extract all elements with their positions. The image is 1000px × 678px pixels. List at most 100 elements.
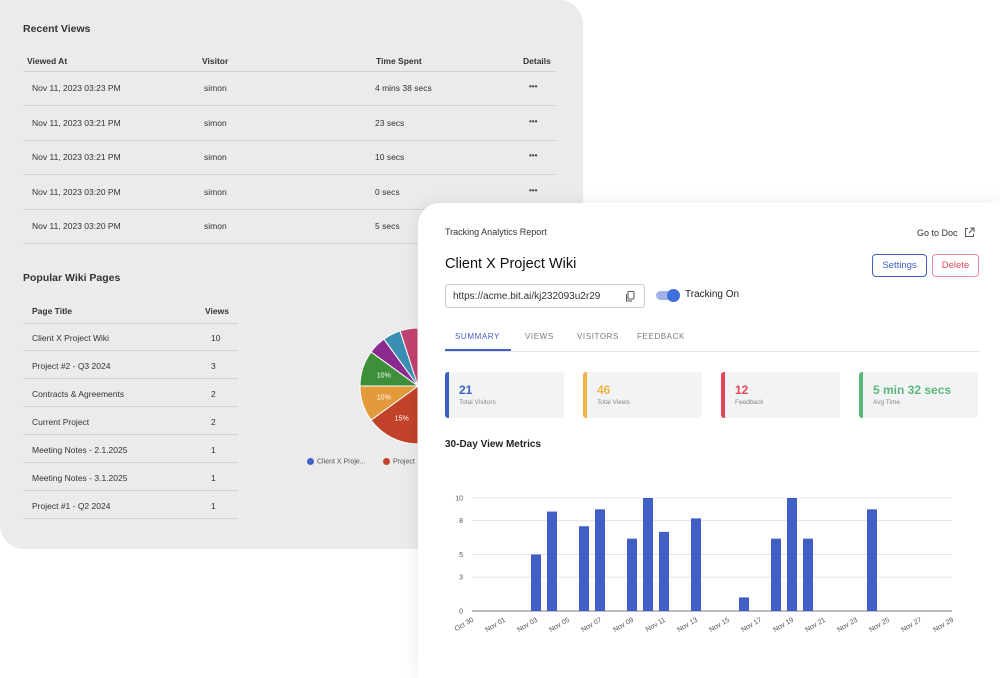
row-divider xyxy=(23,139,556,141)
chart-bar[interactable] xyxy=(771,538,781,611)
chart-bar[interactable] xyxy=(595,509,605,611)
table-row[interactable]: Contracts & Agreements 2 xyxy=(23,379,238,407)
table-row: Nov 11, 2023 03:21 PM simon 23 secs ••• xyxy=(23,106,556,141)
x-tick-label: Nov 17 xyxy=(740,617,763,634)
page-title-cell: Meeting Notes - 2.1.2025 xyxy=(32,445,128,455)
table-row[interactable]: Current Project 2 xyxy=(23,407,238,435)
row-divider xyxy=(23,378,238,379)
column-header-page-title[interactable]: Page Title xyxy=(32,306,72,316)
tab-visitors[interactable]: VISITORS xyxy=(577,332,619,341)
row-divider xyxy=(23,406,238,407)
row-more-options-button[interactable]: ••• xyxy=(529,185,538,195)
table-row[interactable]: Project #1 - Q2 2024 1 xyxy=(23,491,238,519)
row-more-options-button[interactable]: ••• xyxy=(529,116,538,126)
views-cell: 2 xyxy=(211,389,216,399)
x-tick-label: Nov 25 xyxy=(868,617,891,634)
row-more-options-button[interactable]: ••• xyxy=(529,82,538,91)
chart-bar[interactable] xyxy=(627,538,637,611)
stat-avg-time: 5 min 32 secs Avg Time xyxy=(859,372,978,418)
y-tick-label: 0 xyxy=(459,609,463,616)
settings-button[interactable]: Settings xyxy=(872,254,927,277)
column-header-visitor[interactable]: Visitor xyxy=(202,56,229,66)
stat-label: Feedback xyxy=(735,399,764,406)
x-tick-label: Nov 07 xyxy=(580,617,603,634)
stat-value: 46 xyxy=(597,383,611,397)
row-divider xyxy=(23,462,238,463)
tab-summary[interactable]: SUMMARY xyxy=(455,332,500,341)
copy-icon[interactable] xyxy=(625,291,635,302)
pie-slice[interactable] xyxy=(370,385,419,445)
chart-bar[interactable] xyxy=(787,498,797,611)
viewed-at-cell: Nov 11, 2023 03:20 PM xyxy=(32,221,121,232)
tab-views[interactable]: VIEWS xyxy=(525,332,554,341)
chart-bar[interactable] xyxy=(867,509,877,611)
pie-slice[interactable] xyxy=(399,327,419,387)
page-title-cell: Client X Project Wiki xyxy=(32,333,109,343)
active-tab-indicator xyxy=(445,349,511,351)
row-divider xyxy=(23,105,556,106)
legend-item[interactable]: Project xyxy=(383,458,415,465)
row-divider xyxy=(23,174,556,176)
tracking-url-text: https://acme.bit.ai/kj232093u2r29 xyxy=(453,290,601,302)
x-tick-label: Nov 11 xyxy=(645,617,667,634)
stat-label: Total Visitors xyxy=(459,399,496,406)
time-spent-cell: 0 secs xyxy=(375,186,400,197)
tab-feedback[interactable]: FEEDBACK xyxy=(637,332,685,341)
chart-bar[interactable] xyxy=(547,511,557,611)
page-title-cell: Contracts & Agreements xyxy=(32,389,125,399)
row-divider xyxy=(23,243,556,245)
row-more-options-button[interactable]: ••• xyxy=(529,151,538,161)
viewed-at-cell: Nov 11, 2023 03:23 PM xyxy=(32,83,121,93)
legend-item[interactable]: Client X Proje... xyxy=(307,458,366,465)
page-title-cell: Current Project xyxy=(32,417,90,427)
viewed-at-cell: Nov 11, 2023 03:20 PM xyxy=(32,186,121,197)
go-to-doc-label: Go to Doc xyxy=(917,227,958,238)
y-tick-label: 3 xyxy=(459,575,463,582)
viewed-at-cell: Nov 11, 2023 03:21 PM xyxy=(32,152,121,163)
chart-bar[interactable] xyxy=(691,518,701,611)
x-tick-label: Nov 01 xyxy=(484,617,507,634)
external-link-icon xyxy=(964,227,975,237)
chart-bar[interactable] xyxy=(579,526,589,611)
pie-slice-label: 10% xyxy=(377,395,391,402)
table-row[interactable]: Project #2 - Q3 2024 3 xyxy=(23,351,238,379)
views-cell: 3 xyxy=(211,361,216,371)
column-header-time-spent[interactable]: Time Spent xyxy=(376,56,422,66)
legend-label: Client X Proje... xyxy=(317,458,366,466)
chart-bar[interactable] xyxy=(803,538,813,611)
chart-bar[interactable] xyxy=(531,554,541,612)
page-title-cell: Project #2 - Q3 2024 xyxy=(32,361,111,371)
pie-slice-label: 15% xyxy=(395,416,409,423)
table-row[interactable]: Meeting Notes - 3.1.2025 1 xyxy=(23,463,238,491)
delete-button[interactable]: Delete xyxy=(932,254,979,277)
visitor-cell: simon xyxy=(204,221,227,232)
stat-value: 12 xyxy=(735,383,749,397)
table-row[interactable]: Meeting Notes - 2.1.2025 1 xyxy=(23,435,238,463)
views-cell: 1 xyxy=(211,501,216,511)
row-divider xyxy=(23,490,238,491)
chart-bar[interactable] xyxy=(659,531,669,611)
visitor-cell: simon xyxy=(204,83,227,93)
x-tick-label: Nov 15 xyxy=(708,617,731,634)
doc-title: Client X Project Wiki xyxy=(445,256,577,272)
chart-bar[interactable] xyxy=(739,597,749,611)
go-to-doc-link[interactable]: Go to Doc xyxy=(917,227,975,238)
row-divider xyxy=(23,208,556,210)
y-tick-label: 5 xyxy=(459,552,463,559)
x-tick-label: Oct 30 xyxy=(454,617,475,633)
tracking-url-field[interactable]: https://acme.bit.ai/kj232093u2r29 xyxy=(445,284,645,308)
column-header-viewed-at[interactable]: Viewed At xyxy=(27,56,68,66)
table-divider xyxy=(23,71,556,72)
tracking-analytics-report-panel: Tracking Analytics Report Go to Doc Clie… xyxy=(418,203,1000,678)
y-tick-label: 10 xyxy=(455,496,463,503)
chart-bar[interactable] xyxy=(643,498,653,611)
x-tick-label: Nov 03 xyxy=(516,617,539,634)
column-header-details: Details xyxy=(523,56,551,66)
tabs-divider xyxy=(445,351,979,352)
column-header-views[interactable]: Views xyxy=(205,306,229,316)
visitor-cell: simon xyxy=(204,186,227,197)
views-cell: 1 xyxy=(211,445,216,455)
visitor-cell: simon xyxy=(204,152,227,163)
table-row[interactable]: Client X Project Wiki 10 xyxy=(23,323,238,351)
tracking-toggle[interactable] xyxy=(656,289,680,302)
